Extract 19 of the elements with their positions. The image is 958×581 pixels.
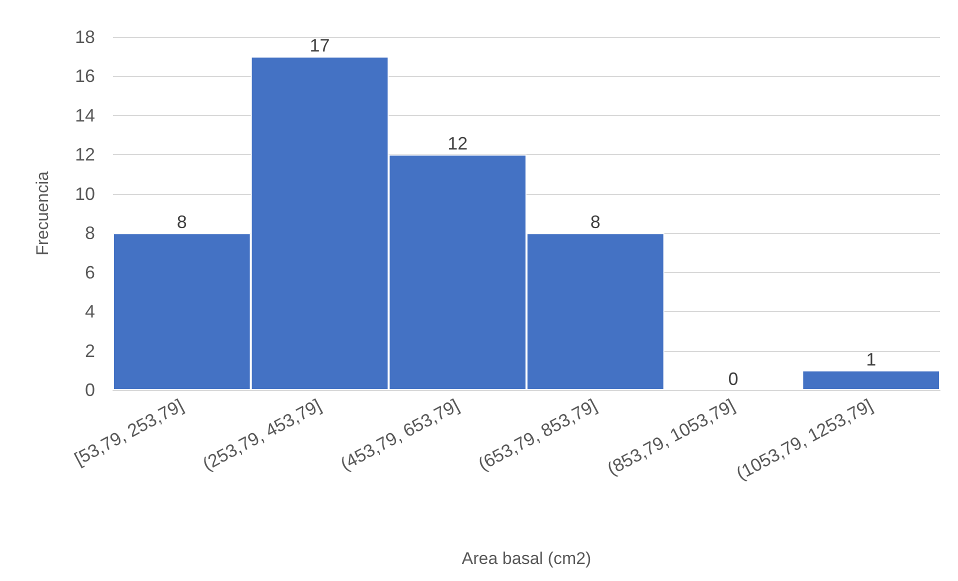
y-tick-label: 2 — [84, 340, 95, 361]
y-tick-label: 6 — [84, 262, 95, 282]
y-tick-label: 8 — [84, 223, 95, 244]
y-tick-label: 16 — [74, 66, 95, 86]
data-label: 17 — [310, 36, 330, 56]
y-tick-label: 4 — [84, 302, 95, 322]
data-label: 8 — [590, 212, 600, 232]
y-tick-label: 10 — [74, 184, 95, 204]
y-axis-title: Frecuencia — [33, 170, 52, 256]
data-label: 12 — [448, 134, 468, 154]
y-tick-label: 18 — [74, 27, 95, 47]
y-tick-label: 0 — [84, 380, 95, 400]
x-axis-title: Area basal (cm2) — [462, 549, 592, 568]
bar — [802, 370, 940, 390]
data-label: 0 — [728, 369, 738, 389]
y-tick-label: 12 — [74, 144, 95, 165]
y-tick-label: 14 — [74, 105, 95, 126]
data-label: 8 — [176, 212, 187, 232]
data-label: 1 — [866, 349, 876, 370]
